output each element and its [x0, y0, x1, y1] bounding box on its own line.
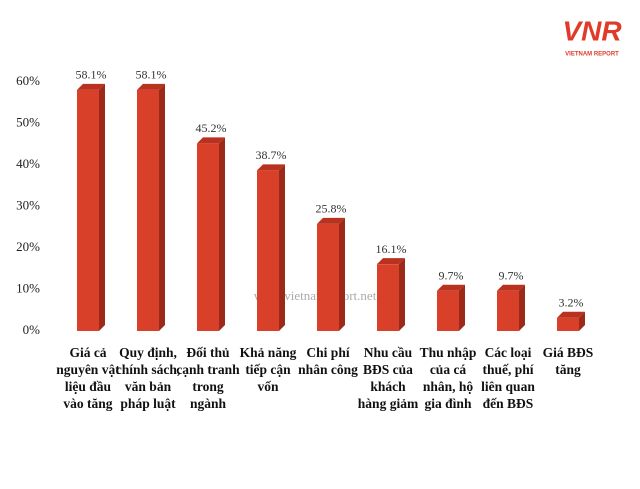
value-label: 58.1%	[76, 68, 107, 82]
bar-side	[399, 258, 405, 331]
value-label: 9.7%	[439, 268, 464, 282]
bar-top	[377, 258, 405, 265]
bar-side	[459, 284, 465, 331]
value-label: 45.2%	[196, 121, 227, 135]
bar	[317, 223, 339, 331]
bar-top	[497, 284, 525, 291]
bar-top	[77, 83, 105, 90]
bar-side	[99, 83, 105, 331]
logo-subtitle: VIETNAM REPORT	[565, 52, 619, 58]
bar	[257, 170, 279, 331]
y-tick-label: 60%	[16, 73, 40, 88]
bar	[377, 264, 399, 331]
x-tick-label: Các loại thuế, phí liên quan đến BĐS	[481, 345, 535, 411]
bar-top	[257, 164, 285, 171]
x-tick-label: Thu nhập của cá nhân, hộ gia đình	[419, 345, 477, 411]
bar	[557, 317, 579, 331]
y-tick-label: 0%	[23, 322, 41, 337]
value-label: 25.8%	[316, 202, 347, 216]
y-tick-label: 20%	[16, 239, 40, 254]
logo: VNR	[562, 15, 622, 46]
bar-top	[557, 311, 585, 318]
bar-side	[219, 137, 225, 331]
bar	[77, 89, 99, 331]
bar-side	[339, 217, 345, 331]
value-label: 58.1%	[136, 68, 167, 82]
value-label: 38.7%	[256, 148, 287, 162]
x-tick-label: Giá BĐS tăng	[542, 345, 594, 377]
y-tick-label: 40%	[16, 156, 40, 171]
bar-side	[579, 311, 585, 331]
x-tick-label: Chi phí nhân công	[298, 345, 358, 377]
bar	[137, 89, 159, 331]
bar-top	[437, 284, 465, 291]
bar-side	[519, 284, 525, 331]
bar-side	[159, 83, 165, 331]
bar-side	[279, 164, 285, 331]
bar-top	[317, 217, 345, 224]
y-tick-label: 50%	[16, 114, 40, 129]
bar-top	[197, 137, 225, 144]
bar	[497, 290, 519, 331]
value-label: 16.1%	[376, 242, 407, 256]
y-tick-label: 10%	[16, 280, 40, 295]
bar	[197, 143, 219, 331]
x-tick-label: Giá cả nguyên vật liệu đầu vào tăng	[56, 345, 120, 411]
x-tick-label: Nhu cầu BĐS của khách hàng giảm	[357, 345, 419, 411]
x-tick-label: Khả năng tiếp cận vốn	[239, 345, 297, 394]
value-label: 3.2%	[559, 295, 584, 309]
bar	[437, 290, 459, 331]
x-tick-label: Quy định, chính sách, văn bản pháp luật	[115, 345, 181, 411]
value-label: 9.7%	[499, 268, 524, 282]
x-tick-label: Đối thủ cạnh tranh trong ngành	[176, 345, 240, 411]
y-tick-label: 30%	[16, 197, 40, 212]
bar-top	[137, 83, 165, 90]
